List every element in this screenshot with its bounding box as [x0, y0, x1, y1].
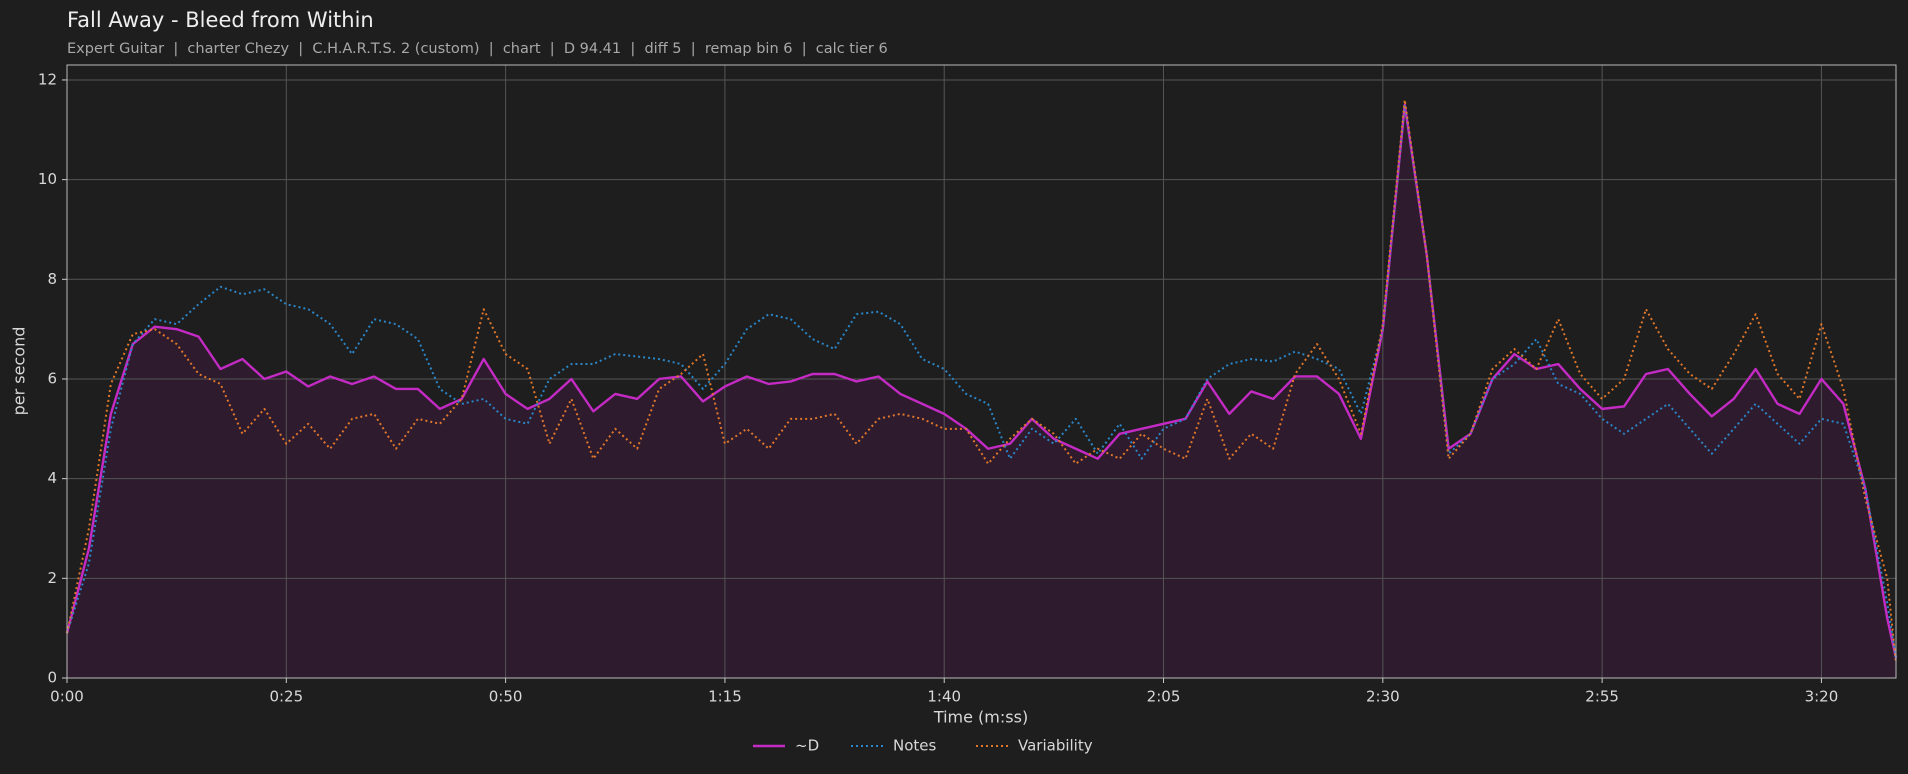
x-axis-label: Time (m:ss): [933, 708, 1028, 727]
x-tick-label: 1:15: [708, 688, 742, 706]
x-tick-label: 1:40: [927, 688, 961, 706]
area: [67, 104, 1896, 678]
y-tick-label: 4: [47, 469, 57, 487]
y-axis-label: per second: [10, 327, 29, 416]
series-line: [65, 103, 1898, 659]
legend-label: Variability: [1018, 737, 1093, 755]
x-tick-label: 0:25: [269, 688, 303, 706]
x-tick-label: 2:05: [1147, 688, 1181, 706]
y-tick-label: 0: [47, 669, 57, 687]
x-tick-label: 2:55: [1585, 688, 1619, 706]
chart-subtitle: Expert Guitar | charter Chezy | C.H.A.R.…: [67, 41, 888, 57]
legend-label: Notes: [893, 737, 937, 755]
plot-frame: [66, 64, 1897, 679]
x-tick-label: 0:00: [50, 688, 84, 706]
series-line: [66, 103, 1897, 659]
x-tick-label: 0:50: [489, 688, 523, 706]
y-tick-label: 10: [38, 170, 57, 188]
x-tick-label: 3:20: [1805, 688, 1839, 706]
y-tick-label: 12: [38, 70, 57, 88]
y-tick-label: 8: [47, 270, 57, 288]
x-tick-label: 2:30: [1366, 688, 1400, 706]
legend-label: ~D: [795, 737, 819, 755]
chart-title: Fall Away - Bleed from Within: [67, 8, 374, 32]
y-tick-label: 2: [47, 569, 57, 587]
y-tick-label: 6: [47, 369, 57, 387]
